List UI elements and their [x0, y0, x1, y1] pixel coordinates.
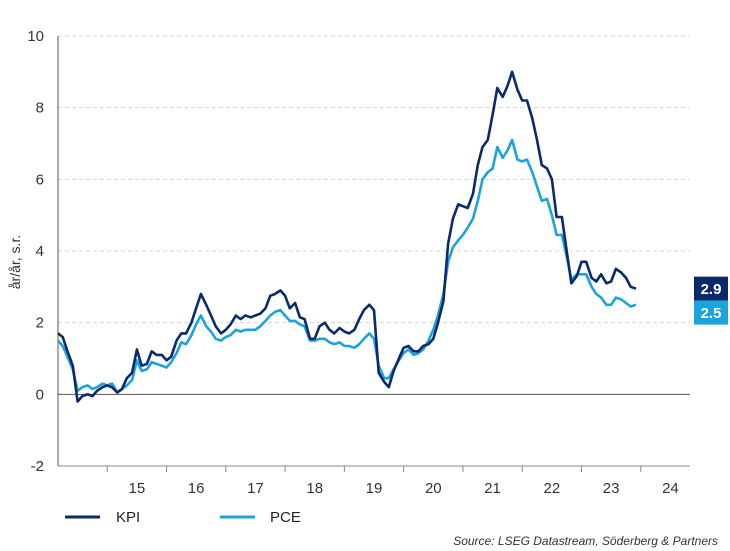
- y-tick-label: 6: [36, 171, 44, 188]
- x-tick-label: 20: [425, 480, 442, 497]
- y-tick-label: 10: [27, 28, 44, 45]
- y-tick-label: 0: [36, 386, 44, 403]
- x-tick-label: 16: [188, 480, 205, 497]
- x-tick-label: 15: [129, 480, 146, 497]
- series-lines: [57, 70, 637, 403]
- axes: [57, 36, 690, 472]
- end-label-kpi: 2.9: [701, 281, 722, 298]
- end-label-box-pce: [694, 300, 728, 325]
- y-tick-labels: -2 0 2 4 6 8 10: [27, 28, 44, 475]
- x-tick-label: 24: [662, 480, 679, 497]
- legend: KPI PCE: [65, 509, 301, 526]
- y-tick-label: -2: [31, 458, 44, 475]
- y-tick-label: 8: [36, 100, 44, 117]
- gridlines: [58, 35, 690, 324]
- series-line-kpi: [57, 70, 637, 403]
- legend-label-pce: PCE: [270, 509, 301, 526]
- x-tick-label: 18: [306, 480, 323, 497]
- x-tick-label: 22: [544, 480, 561, 497]
- x-tick-label: 21: [484, 480, 501, 497]
- y-tick-label: 4: [36, 243, 44, 260]
- x-tick-label: 17: [247, 480, 264, 497]
- x-tick-labels: 15 16 17 18 19 20 21 22 23 24: [129, 480, 679, 497]
- y-tick-label: 2: [36, 315, 44, 332]
- series-line-pce: [57, 138, 637, 394]
- x-tick-label: 19: [366, 480, 383, 497]
- end-label-pce: 2.5: [701, 305, 722, 322]
- end-label-box-kpi: [694, 276, 728, 301]
- source-note: Source: LSEG Datastream, Söderberg & Par…: [453, 534, 718, 548]
- x-tick-label: 23: [603, 480, 620, 497]
- legend-label-kpi: KPI: [116, 509, 140, 526]
- end-value-labels: 2.92.5: [694, 276, 728, 325]
- y-axis-label: år/år, s.r.: [7, 235, 23, 289]
